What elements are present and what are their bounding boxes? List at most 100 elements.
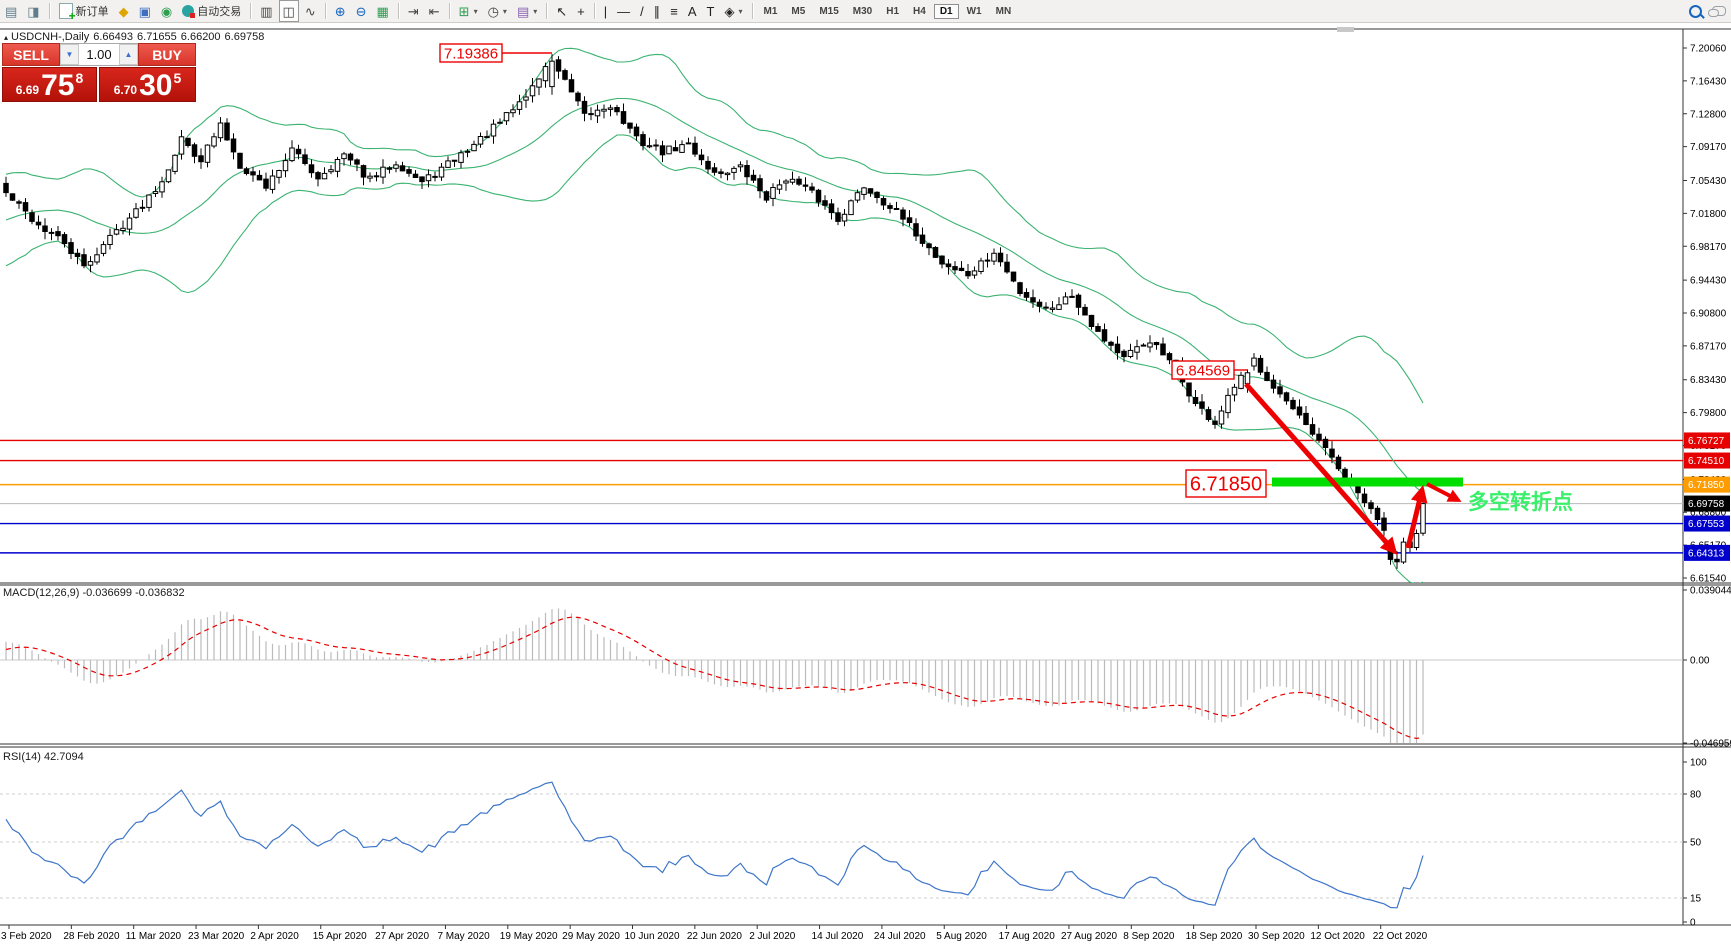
terminal-icon[interactable]: ▣ xyxy=(135,1,155,21)
toolbar-separator xyxy=(48,3,50,19)
toolbar-separator xyxy=(546,3,548,19)
svg-text:28 Feb 2020: 28 Feb 2020 xyxy=(63,931,120,942)
price-tag: 6.76727 xyxy=(1684,432,1730,449)
timeframe-button-mn[interactable]: MN xyxy=(995,5,1012,17)
svg-text:7 May 2020: 7 May 2020 xyxy=(437,931,490,942)
sell-price-big: 75 xyxy=(41,69,75,102)
chart-scroll-thumb[interactable] xyxy=(1337,27,1354,32)
trendline-icon[interactable]: / xyxy=(636,1,648,21)
crosshair-glyph: + xyxy=(577,3,585,19)
svg-text:100: 100 xyxy=(1690,758,1707,769)
indicators-icon[interactable]: ⊞ ▾ xyxy=(455,1,482,21)
date-axis[interactable]: 3 Feb 2020 28 Feb 2020 11 Mar 2020 23 Mar 2… xyxy=(1,925,1428,942)
bar-chart-icon[interactable]: ▥ xyxy=(256,1,276,21)
horizontal-line-icon[interactable]: — xyxy=(613,1,634,21)
svg-text:6.61540: 6.61540 xyxy=(1690,573,1727,584)
toolbar-separator xyxy=(397,3,399,19)
tile-windows-icon[interactable]: ▦ xyxy=(373,1,393,21)
signals-icon[interactable]: ◉ xyxy=(157,1,176,21)
vertical-line-icon[interactable]: | xyxy=(600,1,611,21)
timeframe-button-m15[interactable]: M15 xyxy=(819,5,839,17)
search-glyph xyxy=(1689,4,1702,18)
sell-price-prefix: 6.69 xyxy=(15,83,40,97)
svg-text:-0.046959: -0.046959 xyxy=(1690,739,1731,750)
buy-price-button[interactable]: 6.70 30 5 xyxy=(99,67,196,102)
svg-text:6.76727: 6.76727 xyxy=(1688,436,1725,447)
support-zone-bar xyxy=(1272,477,1463,487)
buy-button[interactable]: BUY xyxy=(138,43,196,66)
svg-text:2 Jul 2020: 2 Jul 2020 xyxy=(749,931,796,942)
text-icon[interactable]: A xyxy=(684,1,701,21)
svg-text:30 Sep 2020: 30 Sep 2020 xyxy=(1248,931,1305,942)
svg-text:0.00: 0.00 xyxy=(1690,656,1710,667)
volume-decrease-button[interactable]: ▼ xyxy=(60,44,79,65)
price-axis[interactable]: 7.20060 7.16430 7.12800 7.09170 7.05430 7.018… xyxy=(1683,44,1731,929)
svg-text:27 Aug 2020: 27 Aug 2020 xyxy=(1061,931,1118,942)
price-tag: 6.74510 xyxy=(1684,452,1730,469)
chat-glyph xyxy=(1708,6,1726,17)
svg-text:10 Jun 2020: 10 Jun 2020 xyxy=(625,931,680,942)
main-toolbar: ▤◨ 新订单◆▣ ◉ 自动交易 ▥ ◫ ∿ ⊕⊖ ▦ ⇥⇤ ⊞▾◷▾▤▾ ↖ + |—/∥≡AT ◈▾ M1 M… xyxy=(0,0,1731,23)
timeframe-button-h4[interactable]: H4 xyxy=(913,5,926,17)
candlestick-chart-icon[interactable]: ◫ xyxy=(278,0,299,22)
dropdown-caret-icon: ▾ xyxy=(473,6,478,16)
volume-increase-button[interactable]: ▲ xyxy=(119,44,138,65)
rebound-up-arrow xyxy=(1405,485,1428,549)
svg-text:6.64313: 6.64313 xyxy=(1688,548,1725,559)
volume-value[interactable]: 1.00 xyxy=(86,47,112,62)
chat-icon[interactable] xyxy=(1708,1,1730,21)
signals-glyph: ◉ xyxy=(160,3,173,19)
tile-windows-glyph: ▦ xyxy=(376,3,389,19)
label-glyph: T xyxy=(706,3,715,19)
search-icon[interactable] xyxy=(1685,1,1706,21)
auto-scroll-icon[interactable]: ⇥ xyxy=(404,1,423,21)
svg-text:12 Oct 2020: 12 Oct 2020 xyxy=(1310,931,1365,942)
timeframe-button-h1[interactable]: H1 xyxy=(886,5,900,17)
support-price-label[interactable]: 6.71850 xyxy=(1185,469,1267,498)
shapes-icon[interactable]: ◈ ▾ xyxy=(720,1,746,21)
chart-annotations[interactable]: 多空转折点 xyxy=(1244,382,1573,555)
chart-canvas[interactable]: 多空转折点 7.19386 6.84569 6.71850 7.20060 7.16430… xyxy=(0,26,1731,944)
templates-icon[interactable]: ▤ ▾ xyxy=(513,1,541,21)
timeframe-button-m1[interactable]: M1 xyxy=(763,5,778,17)
trend-down-arrow xyxy=(1244,382,1398,555)
timeframe-button-m30[interactable]: M30 xyxy=(852,5,873,17)
equidistant-channel-icon[interactable]: ∥ xyxy=(650,1,665,21)
crosshair-icon[interactable]: + xyxy=(573,1,589,21)
candlestick-chart-glyph: ◫ xyxy=(282,3,295,19)
toolbar-separator xyxy=(448,3,450,19)
periods-icon[interactable]: ◷ ▾ xyxy=(484,1,511,21)
buy-price-big: 30 xyxy=(139,69,173,102)
svg-text:27 Apr 2020: 27 Apr 2020 xyxy=(375,931,429,942)
svg-text:14 Jul 2020: 14 Jul 2020 xyxy=(812,931,864,942)
fibonacci-icon[interactable]: ≡ xyxy=(666,1,682,21)
chart-shift-icon[interactable]: ⇤ xyxy=(425,1,444,21)
svg-text:3 Feb 2020: 3 Feb 2020 xyxy=(1,931,52,942)
data-window-icon[interactable]: ◨ xyxy=(23,1,43,21)
zoom-in-icon[interactable]: ⊕ xyxy=(331,1,350,21)
svg-text:29 May 2020: 29 May 2020 xyxy=(562,931,620,942)
chart-window[interactable]: 多空转折点 7.19386 6.84569 6.71850 7.20060 7.16430… xyxy=(0,23,1731,944)
dropdown-caret-icon: ▾ xyxy=(533,6,538,16)
horizontal-level-lines[interactable] xyxy=(0,439,1683,554)
line-chart-icon[interactable]: ∿ xyxy=(301,1,320,21)
swing-high-label[interactable]: 6.84569 xyxy=(1171,360,1248,380)
pane-borders xyxy=(0,28,1731,926)
label-icon[interactable]: T xyxy=(703,1,719,21)
timeframe-button-m5[interactable]: M5 xyxy=(791,5,806,17)
sell-price-button[interactable]: 6.69 75 8 xyxy=(2,67,97,102)
timeframe-button-w1[interactable]: W1 xyxy=(966,5,982,17)
new-order-icon[interactable]: 新订单 xyxy=(55,1,113,23)
timeframe-button-d1[interactable]: D1 xyxy=(933,3,959,19)
sell-button[interactable]: SELL xyxy=(2,43,60,66)
autotrading-icon[interactable]: 自动交易 xyxy=(178,1,245,21)
cursor-icon[interactable]: ↖ xyxy=(552,1,571,21)
svg-text:8 Sep 2020: 8 Sep 2020 xyxy=(1123,931,1175,942)
svg-text:7.16430: 7.16430 xyxy=(1690,76,1727,87)
svg-text:22 Oct 2020: 22 Oct 2020 xyxy=(1373,931,1428,942)
high-price-label[interactable]: 7.19386 xyxy=(439,43,552,63)
chart-window-icon[interactable]: ▤ xyxy=(1,1,21,21)
symbol-name: USDCNH-,Daily xyxy=(11,31,90,43)
zoom-out-icon[interactable]: ⊖ xyxy=(352,1,371,21)
history-center-icon[interactable]: ◆ xyxy=(115,1,133,21)
